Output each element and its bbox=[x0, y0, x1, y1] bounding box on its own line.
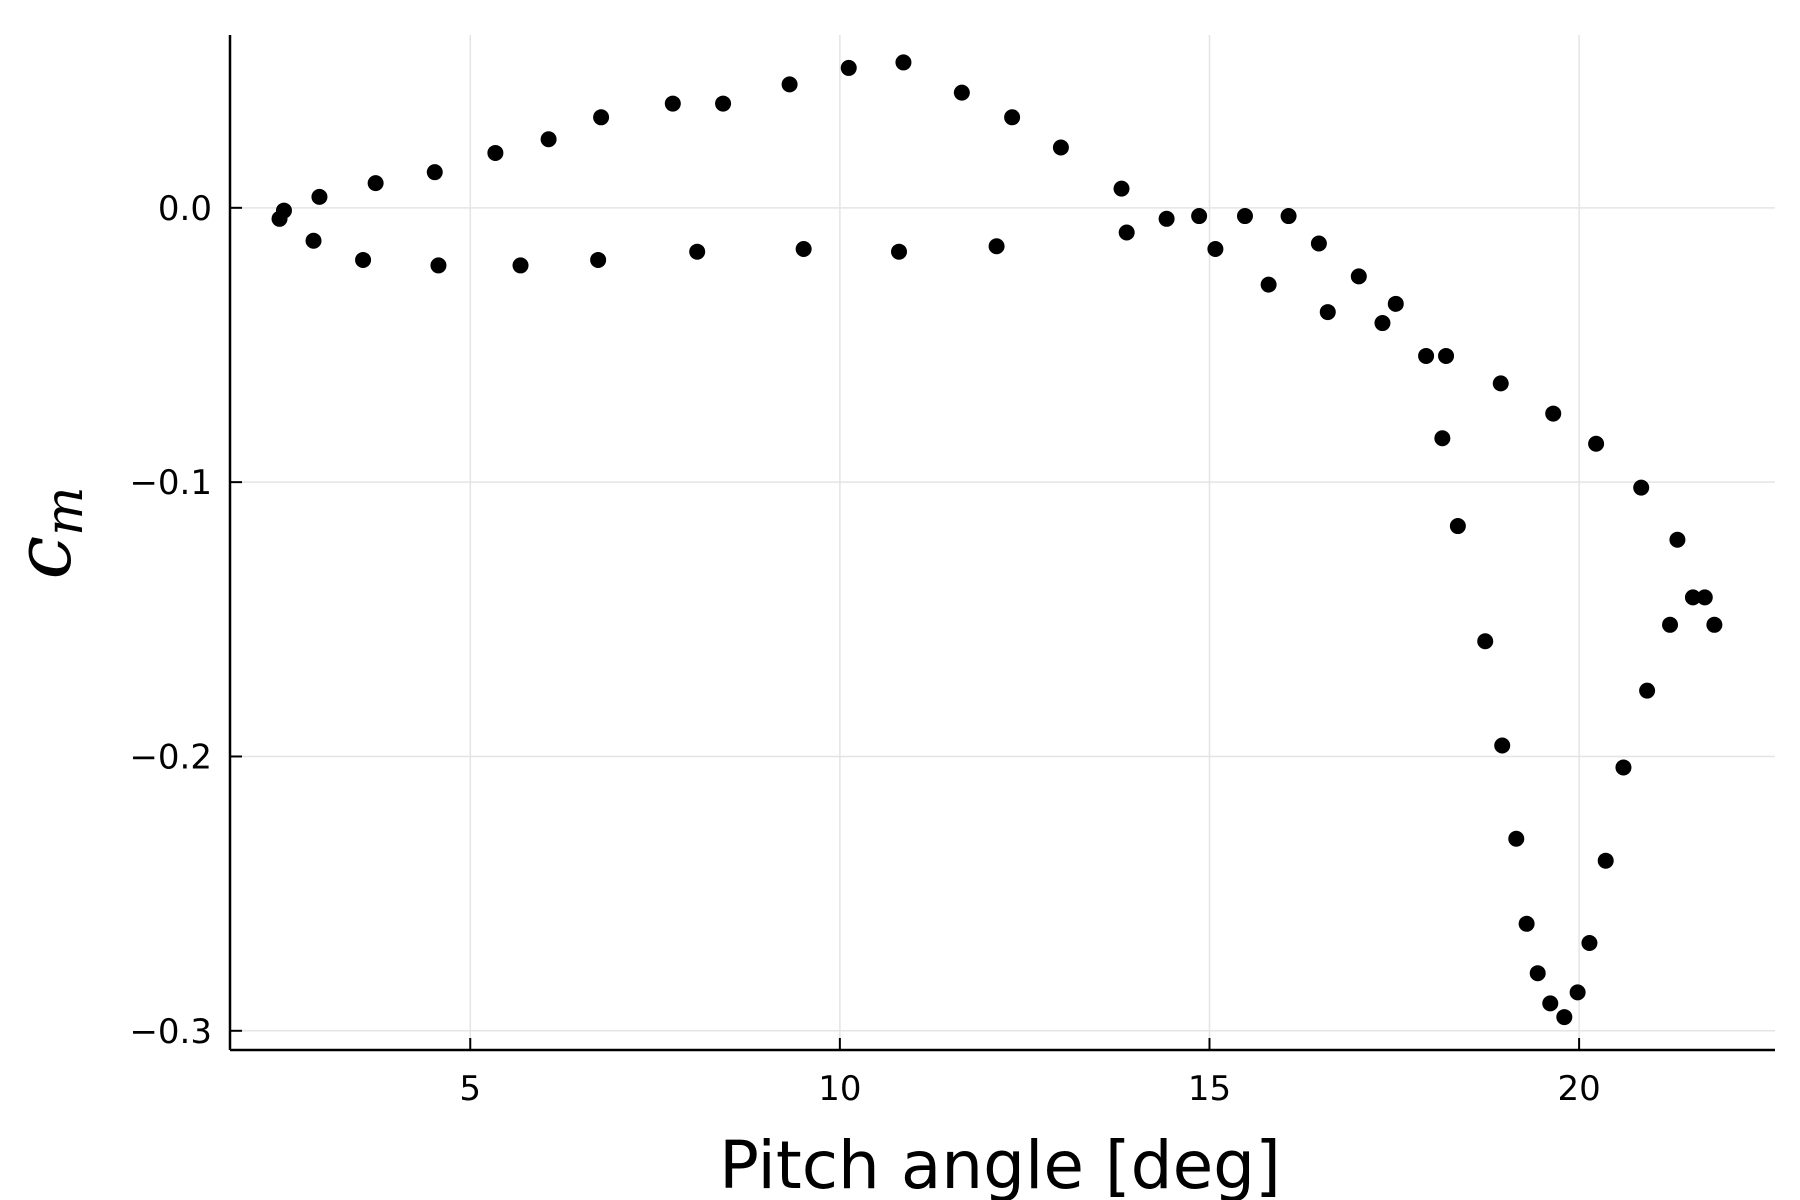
data-point bbox=[689, 243, 706, 260]
data-point bbox=[1387, 295, 1404, 312]
data-point bbox=[1207, 240, 1224, 257]
data-point bbox=[715, 95, 732, 112]
data-point bbox=[1588, 435, 1605, 452]
tick-marks bbox=[230, 206, 1581, 1050]
data-point bbox=[1492, 375, 1509, 392]
data-point bbox=[1052, 139, 1069, 156]
axes bbox=[228, 35, 1775, 1052]
data-point bbox=[1310, 235, 1327, 252]
x-tick-label: 10 bbox=[818, 1069, 861, 1109]
data-point bbox=[1449, 518, 1466, 535]
data-point bbox=[593, 109, 610, 126]
data-point bbox=[1508, 830, 1525, 847]
data-point bbox=[1662, 616, 1679, 633]
x-tick-label: 5 bbox=[459, 1069, 481, 1109]
data-point bbox=[1597, 852, 1614, 869]
data-point bbox=[1113, 180, 1130, 197]
data-point bbox=[1569, 984, 1586, 1001]
data-point bbox=[1477, 633, 1494, 650]
data-point bbox=[840, 59, 857, 76]
y-axis-title-subscript: m bbox=[35, 487, 95, 536]
data-point bbox=[1542, 995, 1559, 1012]
data-point bbox=[512, 257, 529, 274]
data-point bbox=[1633, 479, 1650, 496]
data-point bbox=[781, 76, 798, 93]
data-point bbox=[1374, 315, 1391, 332]
x-tick-label: 20 bbox=[1557, 1069, 1600, 1109]
data-point bbox=[1494, 737, 1511, 754]
data-points bbox=[271, 54, 1723, 1026]
data-point bbox=[1684, 589, 1701, 606]
data-point bbox=[1639, 682, 1656, 699]
data-point bbox=[1556, 1009, 1573, 1026]
data-point bbox=[355, 251, 372, 268]
data-point bbox=[1696, 589, 1713, 606]
data-point bbox=[590, 251, 607, 268]
data-point bbox=[895, 54, 912, 71]
y-tick-label: −0.2 bbox=[129, 737, 212, 777]
data-point bbox=[1236, 208, 1253, 225]
data-point bbox=[1158, 210, 1175, 227]
data-point bbox=[988, 238, 1005, 255]
data-point bbox=[1438, 347, 1455, 364]
data-point bbox=[1418, 347, 1435, 364]
data-point bbox=[1581, 935, 1598, 952]
data-point bbox=[305, 232, 322, 249]
data-point bbox=[426, 164, 443, 181]
data-point bbox=[1615, 759, 1632, 776]
data-point bbox=[1004, 109, 1021, 126]
data-point bbox=[275, 202, 292, 219]
data-point bbox=[1706, 616, 1723, 633]
y-tick-label: −0.3 bbox=[129, 1012, 212, 1052]
data-point bbox=[1545, 405, 1562, 422]
x-axis-title: Pitch angle [deg] bbox=[719, 1127, 1281, 1200]
data-point bbox=[1529, 965, 1546, 982]
data-point bbox=[540, 131, 557, 148]
data-point bbox=[1350, 268, 1367, 285]
tick-labels: 5 10 15 20 0.0 −0.1 −0.2 −0.3 bbox=[129, 189, 1600, 1109]
data-point bbox=[430, 257, 447, 274]
data-point bbox=[311, 188, 328, 205]
data-point bbox=[1518, 915, 1535, 932]
data-point bbox=[487, 144, 504, 161]
data-point bbox=[1118, 224, 1135, 241]
data-point bbox=[795, 240, 812, 257]
y-tick-label: −0.1 bbox=[129, 463, 212, 503]
data-point bbox=[664, 95, 681, 112]
data-point bbox=[1434, 430, 1451, 447]
data-point bbox=[1280, 208, 1297, 225]
data-point bbox=[367, 175, 384, 192]
y-tick-label: 0.0 bbox=[158, 189, 212, 229]
y-axis-title: cm bbox=[0, 487, 95, 580]
grid-lines bbox=[230, 35, 1775, 1050]
data-point bbox=[1191, 208, 1208, 225]
data-point bbox=[953, 84, 970, 101]
data-point bbox=[1319, 304, 1336, 321]
data-point bbox=[891, 243, 908, 260]
data-point bbox=[1669, 531, 1686, 548]
data-point bbox=[1260, 276, 1277, 293]
x-tick-label: 15 bbox=[1188, 1069, 1231, 1109]
y-axis-title-base: c bbox=[0, 536, 89, 580]
